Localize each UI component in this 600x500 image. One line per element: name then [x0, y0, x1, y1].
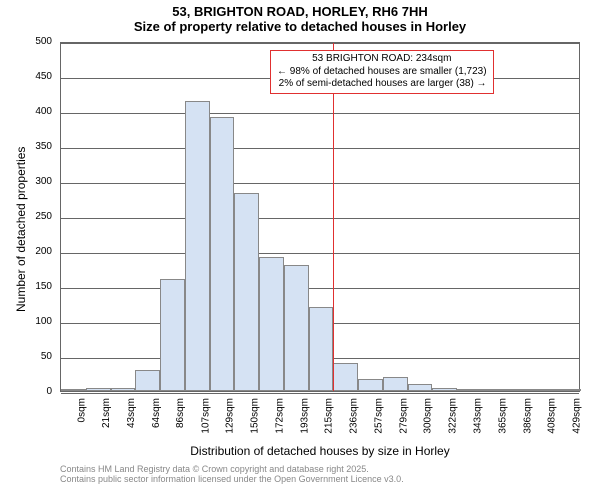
footer-line2: Contains public sector information licen… — [60, 474, 404, 484]
ytick-label: 500 — [0, 36, 52, 47]
gridline — [61, 113, 579, 114]
histogram-bar — [507, 389, 532, 391]
xtick-label: 86sqm — [175, 398, 186, 428]
gridline — [61, 218, 579, 219]
ytick-label: 400 — [0, 106, 52, 117]
ytick-label: 0 — [0, 386, 52, 397]
footer-attribution: Contains HM Land Registry data © Crown c… — [60, 464, 404, 484]
ytick-label: 100 — [0, 316, 52, 327]
title-line1: 53, BRIGHTON ROAD, HORLEY, RH6 7HH — [0, 4, 600, 19]
annot-line3: 2% of semi-detached houses are larger (3… — [277, 78, 487, 91]
histogram-bar — [432, 388, 457, 392]
histogram-bar — [482, 389, 507, 391]
gridline — [61, 148, 579, 149]
annot-line2: ← 98% of detached houses are smaller (1,… — [277, 66, 487, 79]
histogram-bar — [111, 388, 136, 392]
xtick-label: 343sqm — [473, 398, 484, 434]
gridline — [61, 43, 579, 44]
histogram-bar — [383, 377, 408, 391]
histogram-bar — [457, 389, 482, 391]
histogram-bar — [135, 370, 160, 391]
histogram-bar — [210, 117, 235, 391]
ytick-label: 300 — [0, 176, 52, 187]
x-axis-label: Distribution of detached houses by size … — [60, 444, 580, 458]
histogram-bar — [358, 379, 383, 391]
histogram-bar — [333, 363, 358, 391]
xtick-label: 279sqm — [398, 398, 409, 434]
ytick-label: 200 — [0, 246, 52, 257]
gridline — [61, 393, 579, 394]
histogram-bar — [556, 389, 581, 391]
xtick-label: 150sqm — [250, 398, 261, 434]
xtick-label: 322sqm — [448, 398, 459, 434]
xtick-label: 300sqm — [423, 398, 434, 434]
chart-title: 53, BRIGHTON ROAD, HORLEY, RH6 7HH Size … — [0, 0, 600, 34]
xtick-label: 21sqm — [101, 398, 112, 428]
xtick-label: 172sqm — [274, 398, 285, 434]
ytick-label: 150 — [0, 281, 52, 292]
gridline — [61, 288, 579, 289]
xtick-label: 257sqm — [374, 398, 385, 434]
xtick-label: 236sqm — [349, 398, 360, 434]
footer-line1: Contains HM Land Registry data © Crown c… — [60, 464, 404, 474]
histogram-bar — [284, 265, 309, 391]
histogram-bar — [160, 279, 185, 391]
histogram-plot — [60, 42, 580, 392]
title-line2: Size of property relative to detached ho… — [0, 19, 600, 34]
histogram-bar — [531, 389, 556, 391]
xtick-label: 365sqm — [497, 398, 508, 434]
ytick-label: 250 — [0, 211, 52, 222]
histogram-bar — [408, 384, 433, 391]
histogram-bar — [61, 389, 86, 391]
reference-line — [333, 43, 334, 391]
histogram-bar — [185, 101, 210, 392]
histogram-bar — [259, 257, 284, 391]
xtick-label: 107sqm — [200, 398, 211, 434]
reference-annotation: 53 BRIGHTON ROAD: 234sqm ← 98% of detach… — [270, 50, 494, 94]
xtick-label: 386sqm — [522, 398, 533, 434]
gridline — [61, 253, 579, 254]
xtick-label: 43sqm — [126, 398, 137, 428]
ytick-label: 50 — [0, 351, 52, 362]
histogram-bar — [309, 307, 334, 391]
xtick-label: 429sqm — [572, 398, 583, 434]
histogram-bar — [86, 388, 111, 391]
xtick-label: 129sqm — [225, 398, 236, 434]
gridline — [61, 183, 579, 184]
xtick-label: 0sqm — [76, 398, 87, 422]
xtick-label: 408sqm — [547, 398, 558, 434]
ytick-label: 450 — [0, 71, 52, 82]
histogram-bar — [234, 193, 259, 391]
xtick-label: 64sqm — [151, 398, 162, 428]
xtick-label: 215sqm — [324, 398, 335, 434]
ytick-label: 350 — [0, 141, 52, 152]
annot-line1: 53 BRIGHTON ROAD: 234sqm — [277, 53, 487, 66]
xtick-label: 193sqm — [299, 398, 310, 434]
